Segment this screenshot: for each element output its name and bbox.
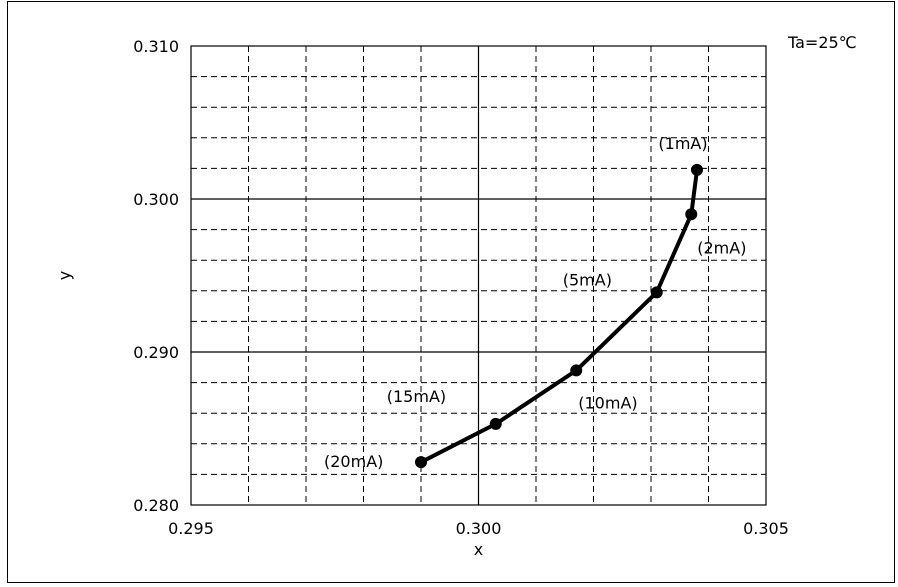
y-axis-label: y (55, 271, 74, 280)
data-point (570, 364, 583, 377)
x-tick-label: 0.305 (743, 519, 789, 538)
series-line (419, 167, 699, 465)
data-point (685, 208, 698, 221)
data-point (691, 163, 703, 176)
y-tick-label: 0.280 (133, 496, 179, 515)
chart-frame (7, 1, 895, 583)
grid (191, 46, 766, 505)
y-tick-label: 0.310 (133, 37, 179, 56)
data-point (650, 286, 663, 299)
temperature-annotation: Ta=25℃ (787, 33, 857, 52)
point-labels: (1mA) (2mA) (5mA) (10mA) (15mA) (20mA) (324, 134, 746, 471)
y-tick-label: 0.300 (133, 190, 179, 209)
point-label: (5mA) (563, 270, 612, 289)
point-label: (20mA) (324, 452, 383, 471)
y-tick-label: 0.290 (133, 343, 179, 362)
point-label: (2mA) (697, 238, 746, 257)
point-label: (10mA) (578, 393, 637, 412)
data-point (415, 456, 427, 469)
data-points (415, 163, 703, 469)
point-label: (15mA) (387, 387, 446, 406)
x-tick-label: 0.300 (456, 519, 502, 538)
tick-labels: 0.280 0.290 0.300 0.310 0.295 0.300 0.305 (133, 37, 789, 538)
plot-area-border (190, 45, 767, 506)
x-tick-label: 0.295 (168, 519, 214, 538)
data-point (489, 417, 502, 430)
point-label: (1mA) (658, 134, 707, 153)
x-axis-label: x (474, 540, 483, 559)
